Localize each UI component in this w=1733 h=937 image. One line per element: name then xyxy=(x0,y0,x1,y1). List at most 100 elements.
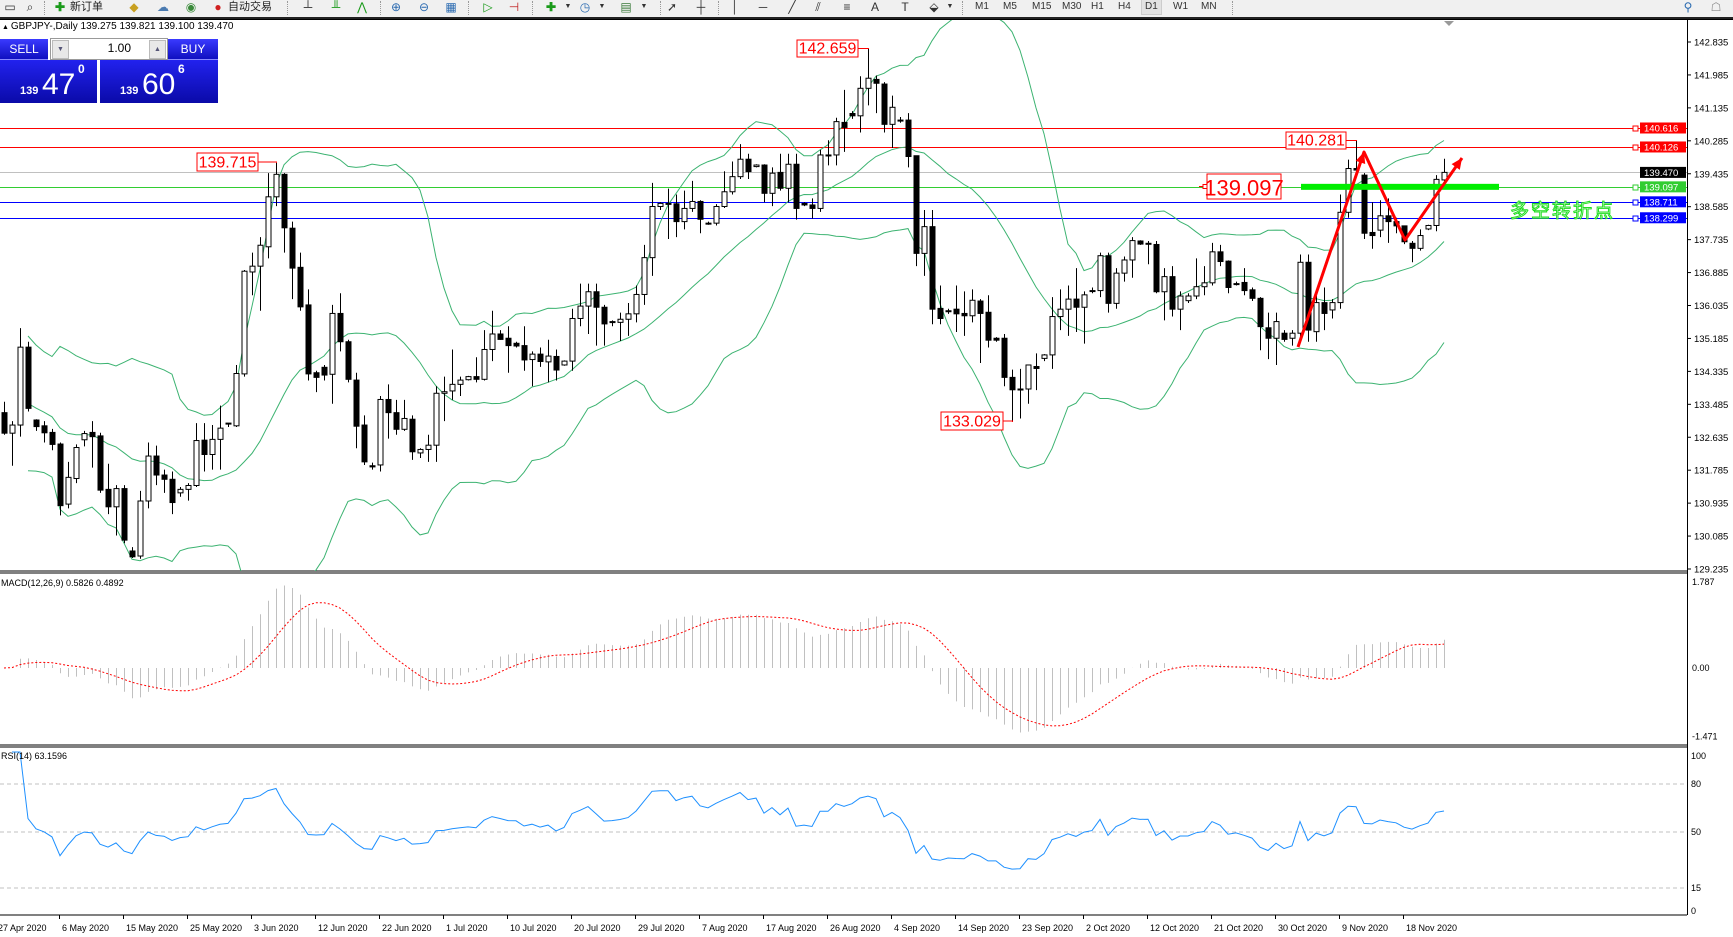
window-icon[interactable]: ▭ xyxy=(4,0,16,14)
bearish-candle-body xyxy=(521,345,528,361)
bar-chart-icon[interactable]: ┴ xyxy=(303,0,313,14)
signal-icon[interactable]: ◉ xyxy=(185,0,197,14)
bearish-candle-body xyxy=(161,474,168,480)
price-tick-label: 132.635 xyxy=(1694,433,1728,444)
bearish-candle-body xyxy=(121,488,128,541)
magnifier-icon[interactable]: ⌕ xyxy=(26,0,34,14)
timeframe-m30[interactable]: M30 xyxy=(1062,1,1082,12)
bullish-candle-body xyxy=(209,438,216,455)
candlestick xyxy=(1025,364,1032,404)
candlestick xyxy=(1113,268,1120,309)
candlestick-icon[interactable]: ╨ xyxy=(331,0,341,14)
timeframe-h4[interactable]: H4 xyxy=(1118,1,1131,12)
candlestick xyxy=(137,490,144,559)
bearish-candle-body xyxy=(697,200,704,220)
bearish-candle-body xyxy=(89,431,96,438)
buy-price-button[interactable]: 139 60 6 xyxy=(100,60,218,103)
candlestick xyxy=(1137,240,1144,245)
dropdown-arrow-icon[interactable]: ▼ xyxy=(564,3,572,10)
candlestick xyxy=(161,469,168,493)
candlestick xyxy=(1297,254,1304,342)
bearish-candle-body xyxy=(33,419,40,428)
line-chart-icon[interactable]: ⋀ xyxy=(357,0,367,14)
indicators-icon[interactable]: ✚ xyxy=(545,0,557,14)
candlestick xyxy=(361,415,368,465)
buy-price-pips: 60 xyxy=(142,68,176,101)
dropdown-arrow-icon[interactable]: ▼ xyxy=(598,3,606,10)
search-icon[interactable]: ⚲ xyxy=(1683,0,1693,14)
line-anchor-handle xyxy=(1632,125,1639,132)
new-order-plus-icon[interactable]: ✚ xyxy=(54,0,66,14)
candlestick xyxy=(721,171,728,209)
candlestick xyxy=(449,349,456,400)
timeframe-h1[interactable]: H1 xyxy=(1091,1,1104,12)
timeframe-m5[interactable]: M5 xyxy=(1003,1,1017,12)
collapse-triangle-icon[interactable]: ▲ xyxy=(2,24,11,31)
cursor-icon[interactable]: ➚ xyxy=(666,0,678,14)
timeframe-m15[interactable]: M15 xyxy=(1032,1,1052,12)
shapes-arrow-icon[interactable]: ⬙ xyxy=(929,0,939,14)
lot-size-value[interactable]: 1.00 xyxy=(107,41,131,55)
vertical-line-icon[interactable]: │ xyxy=(731,0,739,14)
bearish-candle-body xyxy=(153,455,160,476)
dropdown-arrow-icon[interactable]: ▼ xyxy=(640,3,648,10)
text-icon[interactable]: A xyxy=(870,0,879,14)
candlestick xyxy=(1217,244,1224,267)
candlestick xyxy=(481,330,488,381)
candlestick xyxy=(201,423,208,472)
bullish-candle-body xyxy=(1289,332,1296,339)
sell-button[interactable]: SELL xyxy=(0,39,48,60)
zoom-out-icon[interactable]: ⊖ xyxy=(418,0,430,14)
candlestick xyxy=(1121,256,1128,282)
bullish-candle-body xyxy=(1049,316,1056,356)
horizontal-line-icon[interactable]: ─ xyxy=(758,0,768,14)
candlestick xyxy=(985,295,992,348)
new-order-button[interactable]: 新订单 xyxy=(70,1,103,13)
auto-scroll-icon[interactable]: ▷ xyxy=(483,0,493,14)
chart-shift-icon[interactable]: ⊣ xyxy=(508,0,520,14)
candlestick xyxy=(105,463,112,515)
candlestick xyxy=(993,337,1000,342)
chart-title: ▲ GBPJPY-,Daily 139.275 139.821 139.100 … xyxy=(2,21,233,32)
periods-clock-icon[interactable]: ◷ xyxy=(579,0,591,14)
bearish-candle-body xyxy=(1001,337,1008,378)
autotrading-icon[interactable]: ● xyxy=(214,0,222,14)
price-label-139.715: 139.715 xyxy=(199,155,257,172)
timeframe-d1[interactable]: D1 xyxy=(1141,0,1162,15)
candlestick xyxy=(937,285,944,325)
text-label-icon[interactable]: T xyxy=(901,0,909,14)
sell-price-button[interactable]: 139 47 0 xyxy=(0,60,97,103)
candlestick xyxy=(65,461,72,509)
equidistant-channel-icon[interactable]: ⫽ xyxy=(815,0,821,14)
chat-icon[interactable]: ☖ xyxy=(1710,0,1722,14)
bearish-candle-body xyxy=(409,418,416,453)
candlestick xyxy=(305,289,312,381)
templates-icon[interactable]: ▤ xyxy=(620,0,632,14)
candlestick xyxy=(665,188,672,240)
timeframe-w1[interactable]: W1 xyxy=(1173,1,1188,12)
dropdown-arrow-icon[interactable]: ▼ xyxy=(946,3,954,10)
bullish-candle-body xyxy=(1129,240,1136,261)
trendline-icon[interactable]: ╱ xyxy=(788,0,796,14)
buy-button[interactable]: BUY xyxy=(168,39,218,60)
diamond-icon[interactable]: ◆ xyxy=(129,0,139,14)
candlestick xyxy=(465,375,472,381)
crosshair-icon[interactable]: ┼ xyxy=(696,0,706,14)
lot-increase-button[interactable]: ▲ xyxy=(149,40,166,59)
bullish-candle-body xyxy=(945,310,952,313)
zoom-in-icon[interactable]: ⊕ xyxy=(390,0,402,14)
timeframe-mn[interactable]: MN xyxy=(1201,1,1217,12)
price-line-label-box xyxy=(1640,212,1686,224)
autotrading-button[interactable]: 自动交易 xyxy=(228,1,272,13)
timeframe-m1[interactable]: M1 xyxy=(975,1,989,12)
tile-windows-icon[interactable]: ▦ xyxy=(445,0,457,14)
bullish-candle-body xyxy=(1337,211,1344,304)
bullish-candle-body xyxy=(65,476,72,505)
lot-size-field[interactable]: ▼ 1.00 ▲ xyxy=(50,38,168,60)
bearish-candle-body xyxy=(993,337,1000,341)
history-center-icon[interactable]: ☁ xyxy=(157,0,169,14)
lot-decrease-button[interactable]: ▼ xyxy=(52,40,69,59)
bullish-candle-body xyxy=(241,270,248,375)
fibonacci-icon[interactable]: ≡ xyxy=(843,0,851,14)
